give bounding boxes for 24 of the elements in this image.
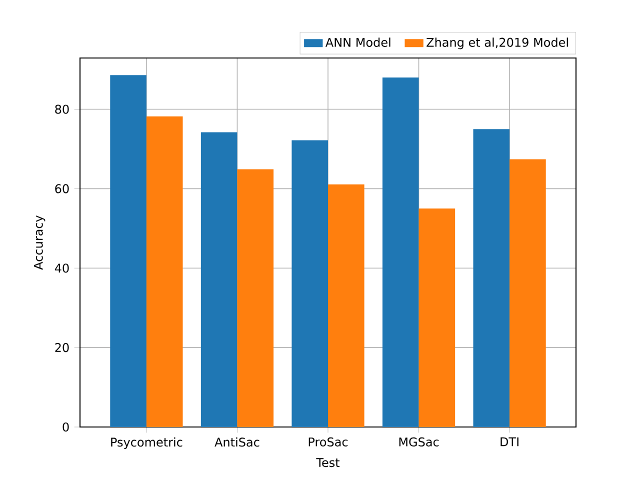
bar bbox=[110, 75, 146, 427]
bar bbox=[510, 159, 546, 427]
bar bbox=[200, 132, 238, 427]
y-tick-label: 0 bbox=[62, 422, 69, 432]
bar bbox=[382, 77, 419, 427]
x-tick-label: ProSac bbox=[308, 437, 348, 446]
bar bbox=[292, 140, 328, 427]
y-tick-label: 80 bbox=[55, 104, 69, 114]
y-tick-label: 60 bbox=[55, 184, 69, 194]
bar bbox=[237, 169, 274, 427]
bar bbox=[146, 116, 183, 427]
x-tick-label: MGSac bbox=[399, 437, 439, 446]
y-tick-label: 40 bbox=[54, 264, 69, 273]
x-axis-title: Test bbox=[316, 458, 340, 468]
x-tick-label: DTI bbox=[500, 437, 518, 446]
bar bbox=[473, 129, 510, 427]
bar bbox=[418, 208, 456, 427]
bar bbox=[328, 184, 364, 427]
y-tick-label: 20 bbox=[55, 343, 69, 352]
x-tick-label: Psycometric bbox=[111, 437, 182, 450]
y-axis-title: Accuracy bbox=[34, 215, 46, 270]
legend-label: Zhang et al,2019 Model bbox=[426, 38, 568, 50]
x-tick-label: AntiSac bbox=[214, 437, 260, 447]
legend-label: ANN Model bbox=[325, 38, 390, 47]
